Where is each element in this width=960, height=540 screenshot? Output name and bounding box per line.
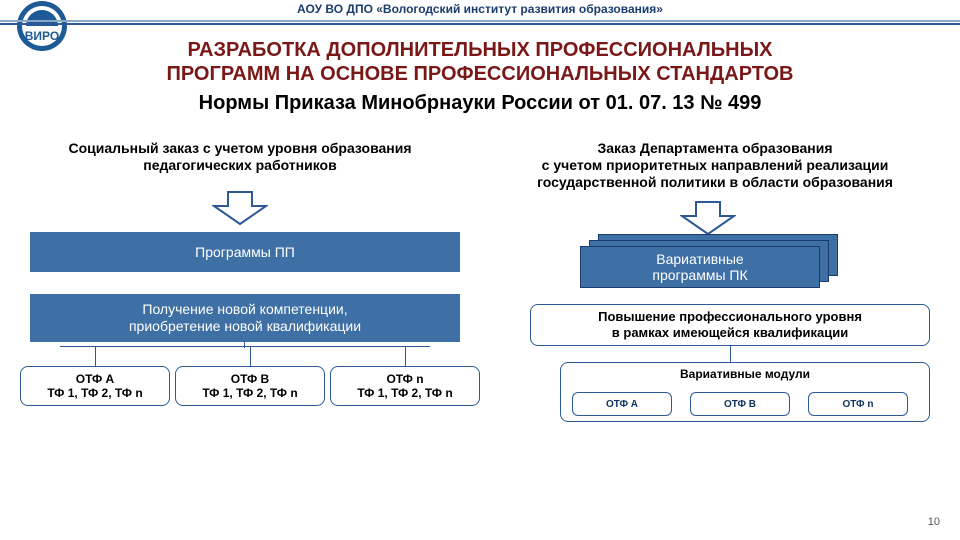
slide-title: РАЗРАБОТКА ДОПОЛНИТЕЛЬНЫХ ПРОФЕССИОНАЛЬН… (0, 38, 960, 86)
connector-line (95, 346, 96, 366)
header-rule-1 (0, 20, 960, 22)
stack-layer-front: Вариативные программы ПК (580, 246, 820, 288)
left-column-heading: Социальный заказ с учетом уровня образов… (20, 140, 460, 174)
programs-pp-bar: Программы ПП (30, 232, 460, 272)
qual-line-1: Повышение профессионального уровня (598, 309, 862, 324)
connector-line (244, 342, 245, 348)
competence-bar: Получение новой компетенции, приобретени… (30, 294, 460, 342)
page-number: 10 (928, 516, 940, 528)
competence-line-2: приобретение новой квалификации (129, 318, 361, 335)
slide: ВИРО АОУ ВО ДПО «Вологодский институт ра… (0, 0, 960, 540)
otf-n-title: ОТФ n (386, 372, 423, 386)
down-arrow-icon (212, 190, 268, 226)
otf-box-n: ОТФ nТФ 1, ТФ 2, ТФ n (330, 366, 480, 406)
mini-otf-n: ОТФ n (808, 392, 908, 416)
variative-programs-stack: Вариативные программы ПК (580, 234, 840, 284)
connector-line (250, 346, 251, 366)
mini-otf-b: ОТФ В (690, 392, 790, 416)
qualification-box: Повышение профессионального уровня в рам… (530, 304, 930, 346)
stack-line-1: Вариативные (656, 251, 743, 267)
slide-subtitle: Нормы Приказа Минобрнауки России от 01. … (0, 92, 960, 115)
connector-line (405, 346, 406, 366)
variative-modules-label: Вариативные модули (680, 367, 810, 381)
title-line-1: РАЗРАБОТКА ДОПОЛНИТЕЛЬНЫХ ПРОФЕССИОНАЛЬН… (187, 39, 772, 61)
otf-b-sub: ТФ 1, ТФ 2, ТФ n (202, 386, 297, 400)
header-rule-2 (0, 23, 960, 25)
otf-b-title: ОТФ В (231, 372, 269, 386)
competence-line-1: Получение новой компетенции, (142, 301, 347, 318)
org-name: АОУ ВО ДПО «Вологодский институт развити… (0, 2, 960, 16)
title-line-2: ПРОГРАММ НА ОСНОВЕ ПРОФЕССИОНАЛЬНЫХ СТАН… (166, 63, 793, 85)
otf-box-a: ОТФ АТФ 1, ТФ 2, ТФ n (20, 366, 170, 406)
right-column-heading: Заказ Департамента образования с учетом … (490, 140, 940, 190)
down-arrow-icon (680, 200, 736, 236)
connector-line (730, 346, 731, 362)
otf-a-sub: ТФ 1, ТФ 2, ТФ n (47, 386, 142, 400)
programs-pp-label: Программы ПП (195, 244, 295, 260)
otf-n-sub: ТФ 1, ТФ 2, ТФ n (357, 386, 452, 400)
stack-line-2: программы ПК (652, 267, 747, 283)
connector-line (60, 346, 430, 366)
otf-box-b: ОТФ ВТФ 1, ТФ 2, ТФ n (175, 366, 325, 406)
qual-line-2: в рамках имеющейся квалификации (612, 325, 848, 340)
otf-a-title: ОТФ А (76, 372, 114, 386)
mini-otf-a: ОТФ А (572, 392, 672, 416)
